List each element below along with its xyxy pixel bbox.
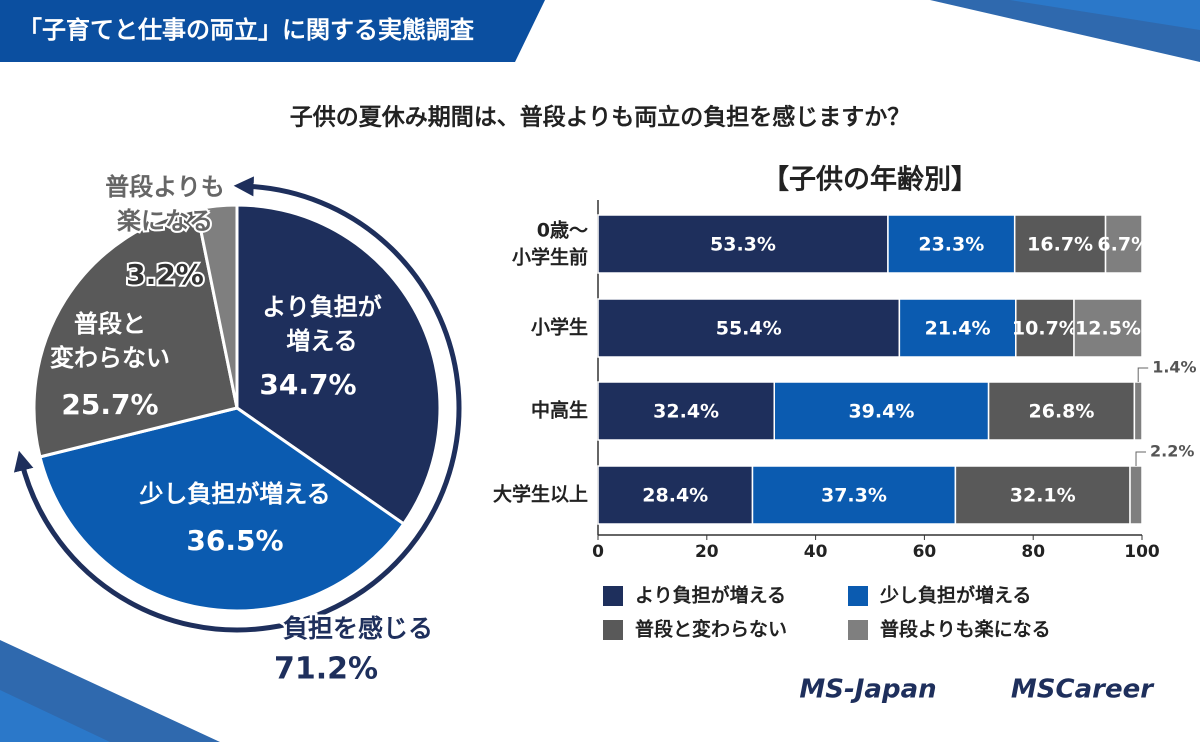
bar-value: 32.4%: [653, 401, 719, 423]
bar-segment: [597, 465, 754, 525]
bar-segment: [887, 214, 1016, 274]
legend-label: 少し負担が増える: [879, 584, 1031, 607]
legend-swatch: [603, 620, 623, 640]
bar-segment: [597, 298, 901, 358]
annotation-label: 負担を感じる: [283, 614, 433, 643]
logo: MS-Japan: [799, 675, 936, 705]
bar-value: 39.4%: [848, 401, 914, 423]
bar-segment: [773, 381, 990, 441]
pie-label: 普段よりも楽になる: [105, 173, 225, 235]
bar-value: 12.5%: [1075, 318, 1141, 340]
legend-label: より負担が増える: [635, 584, 786, 607]
leader-line: [1135, 451, 1147, 466]
deco: [0, 690, 110, 742]
y-tick-label: 小学生: [531, 316, 588, 339]
bar-value: 21.4%: [925, 318, 991, 340]
bar-value: 28.4%: [642, 485, 708, 507]
deco: [1010, 0, 1200, 30]
banner-title: 「子育てと仕事の両立」に関する実態調査: [18, 16, 474, 44]
x-tick-label: 60: [913, 542, 937, 562]
legend-label: 普段よりも楽になる: [880, 618, 1051, 641]
x-tick-label: 20: [695, 542, 719, 562]
bar-segment: [1015, 298, 1075, 358]
pie-label: 少し負担が増える: [138, 480, 330, 508]
bar-segment: [1104, 214, 1143, 274]
bar-value: 1.4%: [1152, 358, 1196, 377]
pie-value: 34.7%: [259, 368, 356, 401]
x-tick-label: 40: [804, 542, 828, 562]
bar-value: 23.3%: [918, 234, 984, 256]
bar-value: 16.7%: [1027, 234, 1093, 256]
question: 子供の夏休み期間は、普段よりも両立の負担を感じますか？: [290, 104, 911, 131]
x-tick-label: 100: [1124, 542, 1160, 562]
bar-value: 6.7%: [1097, 234, 1150, 256]
pie-slice: [235, 203, 442, 526]
legend-swatch: [848, 586, 868, 606]
bar-segment: [1129, 465, 1143, 525]
pie-value: 36.5%: [186, 524, 283, 557]
bar-segment: [898, 298, 1017, 358]
annotation-value: 71.2%: [274, 652, 378, 687]
bar-segment: [751, 465, 957, 525]
bar-segment: [1133, 381, 1143, 441]
bar-value: 55.4%: [716, 318, 782, 340]
bar-value: 32.1%: [1010, 485, 1076, 507]
legend-label: 普段と変わらない: [635, 618, 787, 641]
logo: MSCareer: [1011, 675, 1155, 705]
banner-bg: [0, 0, 545, 62]
y-tick-label: 大学生以上: [493, 483, 588, 506]
bar-segment: [597, 381, 776, 441]
pie-label: より負担が増える: [262, 293, 382, 355]
bar-segment: [954, 465, 1131, 525]
pie-value: 3.2%: [126, 258, 204, 291]
bar-title: 【子供の年齢別】: [762, 164, 978, 196]
bar-value: 10.7%: [1012, 318, 1078, 340]
bar-value: 26.8%: [1029, 401, 1095, 423]
annotation-arc: [13, 176, 462, 633]
bar-value: 53.3%: [710, 234, 776, 256]
x-tick-label: 0: [592, 542, 604, 562]
leader-line: [1137, 367, 1149, 382]
bar-segment: [1073, 298, 1143, 358]
pie-value: 25.7%: [61, 388, 158, 421]
x-tick-label: 80: [1021, 542, 1045, 562]
bar-value: 2.2%: [1150, 442, 1194, 461]
y-tick-label: 中高生: [531, 399, 588, 422]
bar-value: 37.3%: [821, 485, 887, 507]
y-tick-label: 0歳〜小学生前: [512, 219, 588, 268]
legend-swatch: [848, 620, 868, 640]
legend-swatch: [603, 586, 623, 606]
